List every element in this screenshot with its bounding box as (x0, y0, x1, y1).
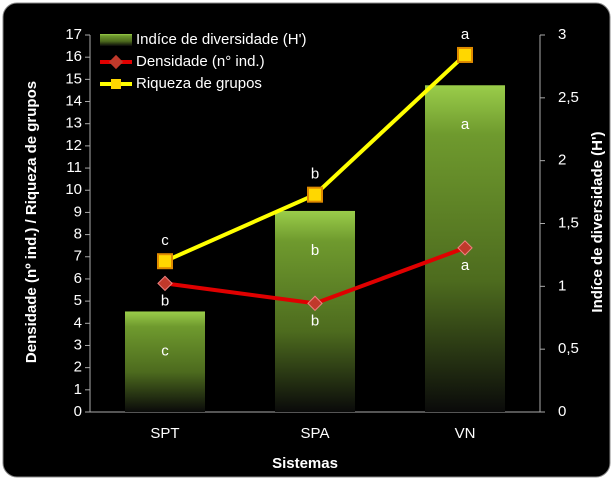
y2-tick-label: 0 (558, 403, 566, 420)
marker (157, 253, 173, 270)
y2-tick-label: 3 (558, 26, 566, 43)
bar-letter: a (461, 116, 470, 133)
y-tick-label: 0 (74, 403, 82, 420)
y-tick-label: 13 (65, 115, 82, 132)
legend-label: Densidade (n° ind.) (136, 53, 265, 70)
point-letter: a (461, 257, 470, 274)
x-tick-label: SPT (150, 425, 179, 442)
x-tick-label: VN (455, 425, 476, 442)
y-tick-label: 11 (66, 159, 82, 176)
y-tick-label: 4 (74, 314, 82, 331)
x-tick-label: SPA (301, 425, 330, 442)
legend-marker (111, 79, 121, 89)
y-axis-label: Densidade (nº ind.) / Riqueza de grupos (23, 81, 40, 363)
bar-letter: c (161, 342, 169, 359)
point-letter: b (161, 292, 169, 309)
y-tick-label: 2 (74, 359, 82, 376)
marker (157, 275, 173, 292)
y-tick-label: 10 (65, 181, 82, 198)
y-tick-label: 6 (74, 270, 82, 287)
x-axis-label: Sistemas (272, 455, 338, 472)
y-tick-label: 15 (65, 70, 82, 87)
y-tick-label: 5 (74, 292, 82, 309)
marker (307, 186, 323, 203)
y2-tick-label: 1 (558, 277, 566, 294)
y-tick-label: 17 (65, 26, 82, 43)
y-tick-label: 9 (74, 203, 82, 220)
y-tick-label: 1 (74, 381, 82, 398)
point-letter: c (161, 232, 169, 249)
legend-label: Indíce de diversidade (H') (136, 31, 306, 48)
legend-swatch (100, 34, 132, 46)
y-tick-label: 12 (65, 137, 82, 154)
y-tick-label: 8 (74, 226, 82, 243)
point-letter: a (461, 26, 470, 43)
y2-tick-label: 2 (558, 152, 566, 169)
bar-letter: b (311, 242, 319, 259)
y-tick-label: 16 (65, 48, 82, 65)
marker (457, 46, 473, 63)
y-tick-label: 3 (74, 336, 82, 353)
y2-tick-label: 2,5 (558, 89, 579, 106)
marker (307, 295, 323, 312)
y2-axis-label: Indíce de diversidade (H') (589, 131, 606, 312)
legend-label: Riqueza de grupos (136, 75, 262, 92)
bar (275, 210, 355, 412)
marker (457, 240, 473, 256)
y2-tick-label: 0,5 (558, 340, 579, 357)
bar (125, 311, 205, 412)
point-letter: b (311, 166, 319, 183)
y2-tick-label: 1,5 (558, 214, 579, 231)
y-tick-label: 14 (65, 92, 82, 109)
y-tick-label: 7 (74, 248, 82, 265)
point-letter: b (311, 312, 319, 329)
